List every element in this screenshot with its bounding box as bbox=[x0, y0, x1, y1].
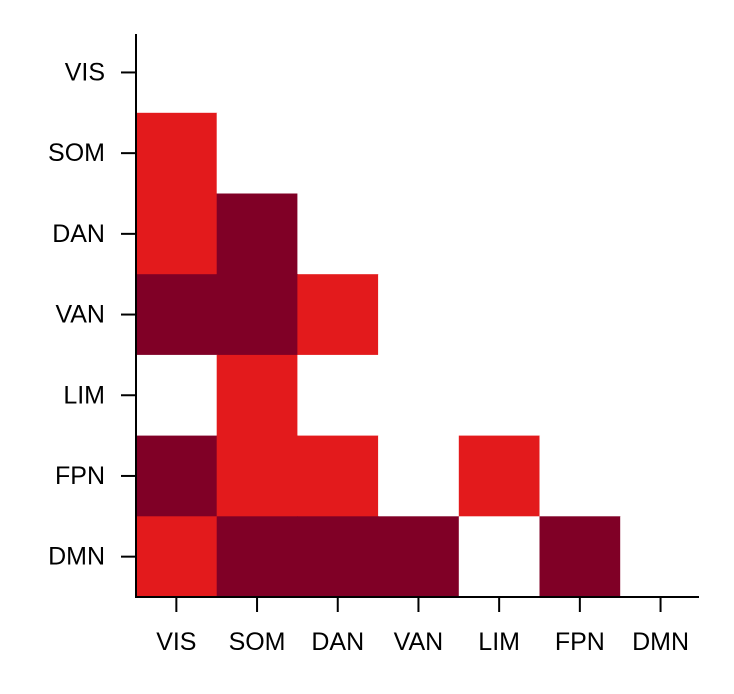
y-tick-label-lim: LIM bbox=[63, 381, 105, 409]
heatmap-cell-dmn-som bbox=[216, 516, 298, 598]
cells-layer bbox=[136, 32, 702, 598]
heatmap-cell-dan-vis bbox=[136, 193, 218, 275]
heatmap-cell-lim-dan bbox=[297, 354, 379, 437]
x-tick-label-vis: VIS bbox=[156, 628, 196, 656]
heatmap-cell-dmn-lim bbox=[458, 516, 541, 598]
heatmap-cell-lim-dmn bbox=[620, 354, 702, 437]
heatmap-cell-dan-dmn bbox=[620, 193, 702, 275]
x-tick-label-dan: DAN bbox=[311, 628, 364, 656]
heatmap-cell-van-fpn bbox=[539, 274, 621, 356]
heatmap-cell-dan-van bbox=[378, 193, 460, 275]
heatmap-cell-dmn-fpn bbox=[539, 516, 621, 598]
heatmap-cell-vis-som bbox=[216, 32, 298, 114]
heatmap-cell-lim-lim bbox=[458, 354, 541, 437]
heatmap-cell-van-dan bbox=[297, 274, 379, 356]
heatmap-cell-vis-dmn bbox=[620, 32, 702, 114]
y-tick-label-dmn: DMN bbox=[48, 543, 105, 571]
y-tick-label-fpn: FPN bbox=[55, 462, 105, 490]
heatmap-cell-dan-lim bbox=[458, 193, 541, 275]
heatmap-cell-van-dmn bbox=[620, 274, 702, 356]
heatmap-cell-fpn-som bbox=[216, 435, 298, 517]
heatmap-cell-fpn-vis bbox=[136, 435, 218, 517]
heatmap-cell-lim-fpn bbox=[539, 354, 621, 437]
y-tick-label-som: SOM bbox=[48, 139, 105, 167]
heatmap-cell-som-lim bbox=[458, 112, 541, 195]
y-tick-label-van: VAN bbox=[55, 301, 105, 329]
x-tick-label-lim: LIM bbox=[478, 628, 520, 656]
heatmap-cell-fpn-dan bbox=[297, 435, 379, 517]
heatmap-cell-dmn-dan bbox=[297, 516, 379, 598]
heatmap-cell-vis-dan bbox=[297, 32, 379, 114]
heatmap-cell-som-som bbox=[216, 112, 298, 195]
x-tick-label-fpn: FPN bbox=[555, 628, 605, 656]
heatmap-cell-vis-van bbox=[378, 32, 460, 114]
y-tick-label-vis: VIS bbox=[65, 58, 105, 86]
heatmap-cell-van-vis bbox=[136, 274, 218, 356]
heatmap-cell-fpn-dmn bbox=[620, 435, 702, 517]
heatmap-cell-van-lim bbox=[458, 274, 541, 356]
heatmap-cell-dmn-vis bbox=[136, 516, 218, 598]
heatmap-cell-lim-van bbox=[378, 354, 460, 437]
heatmap-cell-lim-som bbox=[216, 354, 298, 437]
heatmap-cell-som-van bbox=[378, 112, 460, 195]
x-tick-label-van: VAN bbox=[394, 628, 444, 656]
heatmap-cell-vis-fpn bbox=[539, 32, 621, 114]
heatmap-cell-van-som bbox=[216, 274, 298, 356]
heatmap-cell-vis-vis bbox=[136, 32, 218, 114]
heatmap-cell-lim-vis bbox=[136, 354, 218, 437]
heatmap-cell-van-van bbox=[378, 274, 460, 356]
heatmap-cell-dan-som bbox=[216, 193, 298, 275]
x-tick-label-dmn: DMN bbox=[632, 628, 689, 656]
heatmap-cell-som-dmn bbox=[620, 112, 702, 195]
heatmap-cell-dmn-van bbox=[378, 516, 460, 598]
heatmap-cell-som-vis bbox=[136, 112, 218, 195]
heatmap-cell-dan-dan bbox=[297, 193, 379, 275]
x-tick-label-som: SOM bbox=[229, 628, 286, 656]
heatmap-cell-dan-fpn bbox=[539, 193, 621, 275]
heatmap-cell-som-fpn bbox=[539, 112, 621, 195]
heatmap-cell-som-dan bbox=[297, 112, 379, 195]
heatmap-cell-vis-lim bbox=[458, 32, 541, 114]
y-tick-label-dan: DAN bbox=[52, 220, 105, 248]
ticks-layer: VIS SOM DAN VAN LIM FPN DMN VIS SOM DAN VAN LIM FPN D… bbox=[48, 58, 689, 656]
heatmap-cell-fpn-van bbox=[378, 435, 460, 517]
heatmap-cell-fpn-fpn bbox=[539, 435, 621, 517]
heatmap-cell-dmn-dmn bbox=[620, 516, 702, 598]
heatmap-cell-fpn-lim bbox=[458, 435, 541, 517]
